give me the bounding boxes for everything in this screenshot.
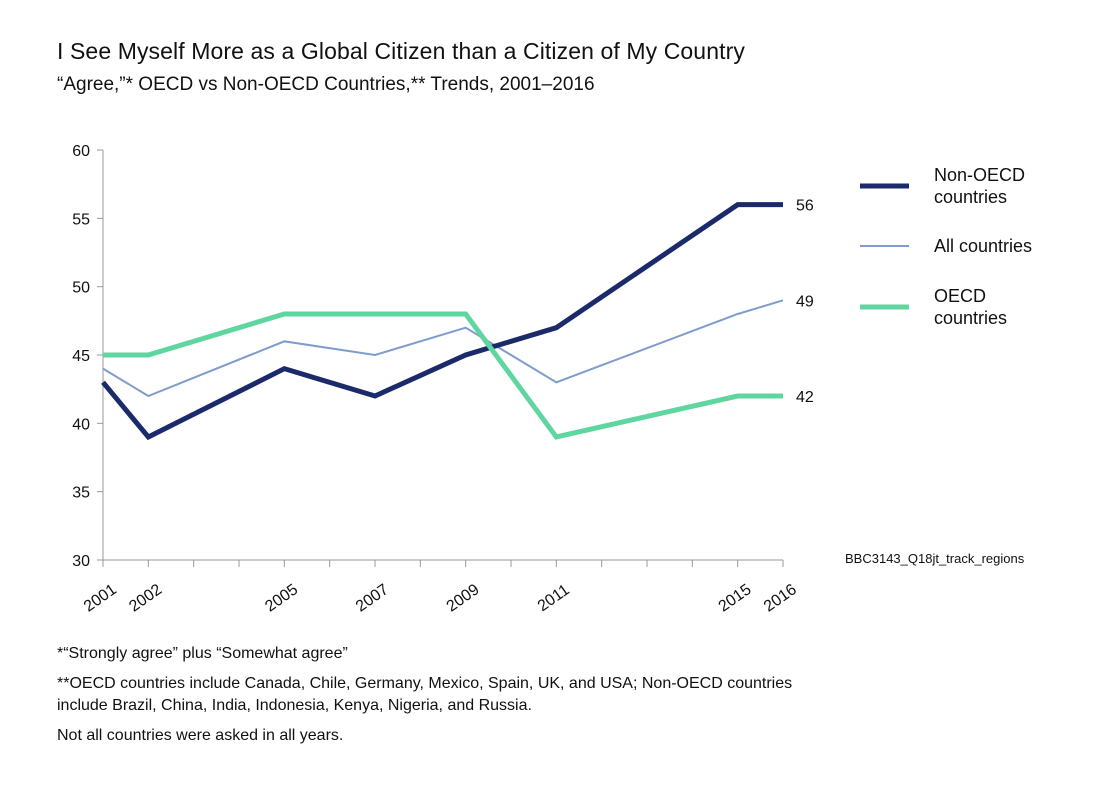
- x-axis-ticks: 2001 2002 2005 2007 2009 2011 2015 2016: [81, 560, 800, 615]
- chart-subtitle: “Agree,”* OECD vs Non-OECD Countries,** …: [57, 74, 595, 95]
- legend-label-non-oecd: Non-OECD: [934, 165, 1025, 185]
- y-tick-label: 55: [72, 211, 90, 228]
- x-tick-label: 2005: [262, 581, 301, 615]
- y-tick-label: 40: [72, 416, 90, 433]
- y-axis-ticks: 30 35 40 45 50 55 60: [72, 143, 103, 570]
- source-code: BBC3143_Q18jt_track_regions: [845, 551, 1025, 566]
- footnote-years: Not all countries were asked in all year…: [57, 727, 344, 744]
- footnotes: *“Strongly agree” plus “Somewhat agree” …: [57, 643, 817, 755]
- series-line-all: [102, 299, 784, 398]
- x-tick-label: 2009: [444, 581, 483, 615]
- legend-label-non-oecd: countries: [934, 187, 1007, 207]
- footnote-agree: *“Strongly agree” plus “Somewhat agree”: [57, 645, 348, 662]
- end-label-all: 49: [796, 293, 814, 310]
- x-tick-label: 2002: [126, 581, 165, 615]
- y-tick-label: 35: [72, 485, 90, 502]
- x-tick-label: 2016: [761, 581, 800, 615]
- y-tick-label: 30: [72, 553, 90, 570]
- y-tick-label: 60: [72, 143, 90, 160]
- x-tick-label: 2001: [81, 581, 120, 615]
- series-lines: [101, 202, 784, 441]
- series-line-oecd: [103, 311, 783, 440]
- end-label-oecd: 42: [796, 389, 814, 406]
- y-tick-label: 50: [72, 280, 90, 297]
- x-tick-label: 2007: [353, 581, 392, 615]
- chart-title: I See Myself More as a Global Citizen th…: [57, 38, 745, 64]
- y-tick-label: 45: [72, 348, 90, 365]
- end-label-non-oecd: 56: [796, 198, 814, 215]
- legend-label-oecd: OECD: [934, 286, 986, 306]
- x-tick-label: 2011: [535, 581, 573, 615]
- legend-label-oecd: countries: [934, 308, 1007, 328]
- footnote-countries: **OECD countries include Canada, Chile, …: [57, 675, 793, 714]
- x-tick-label: 2015: [716, 581, 755, 615]
- axes: [102, 150, 783, 561]
- end-labels: 56 49 42: [796, 198, 814, 406]
- series-line-non-oecd: [101, 202, 783, 441]
- legend-label-all: All countries: [934, 236, 1032, 256]
